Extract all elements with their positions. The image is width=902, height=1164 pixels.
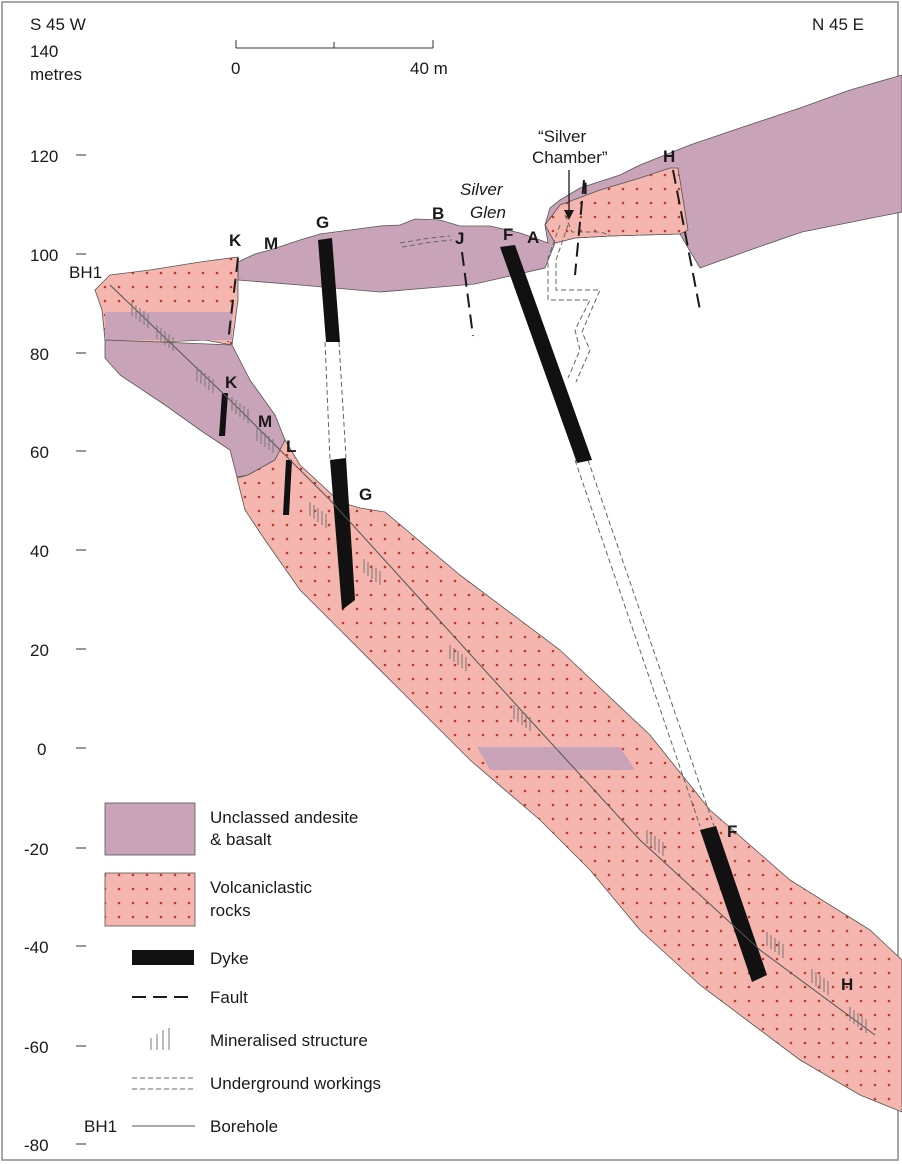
axis-tick-80: 80 [30,345,49,364]
legend-andesite-line2: & basalt [210,830,272,849]
legend: Unclassed andesite & basalt Volcaniclast… [84,802,381,1136]
dyke-f-lower [700,826,767,982]
borehole-bh1 [109,284,876,1036]
dyke-f-upper [500,245,592,463]
label-k-mid: K [225,373,238,392]
label-l: L [286,437,296,456]
dyke-gap-dashes [324,341,715,827]
silver-chamber-arrowhead [564,210,574,220]
label-i: I [583,179,588,198]
andesite-band-lower [477,747,635,770]
axis-tick-20: 20 [30,641,49,660]
legend-volcaniclastic-line1: Volcaniclastic [210,878,313,897]
axis-tick-60: 60 [30,443,49,462]
dyke-k-mid [219,393,228,436]
scale-bar [235,40,434,49]
axis-tick-0: 0 [37,740,46,759]
axis-tick-minus40: -40 [24,938,49,957]
legend-andesite-line1: Unclassed andesite [210,808,358,827]
legend-swatch-volcaniclastic [104,872,196,927]
axis-unit-label: metres [30,65,82,84]
label-k-top: K [229,231,242,250]
label-h-top: H [663,147,675,166]
legend-swatch-workings [132,1077,195,1090]
borehole-collar-label: BH1 [69,263,102,282]
axis-unit-top-value: 140 [30,42,58,61]
legend-volcaniclastic-line2: rocks [210,901,251,920]
dyke-g-lower [330,458,355,610]
legend-swatch-andesite [104,802,196,856]
mineralised-structure-marks [131,302,867,1033]
dyke-g-upper [318,238,340,342]
legend-swatch-dyke [132,950,194,965]
scale-bar-end: 40 m [410,59,448,78]
label-a: A [527,228,539,247]
legend-borehole-prefix: BH1 [84,1117,117,1136]
orientation-right: N 45 E [812,15,864,34]
orientation-left: S 45 W [30,15,86,34]
legend-swatch-mineralised [150,1028,170,1050]
legend-mineralised: Mineralised structure [210,1031,368,1050]
andesite-surface-layer [237,74,902,293]
legend-borehole: Borehole [210,1117,278,1136]
andesite-band-upper [105,312,232,340]
underground-workings [399,214,611,383]
label-m-top: M [264,234,278,253]
axis-tick-minus80: -80 [24,1136,49,1155]
silver-chamber-label-1: “Silver [538,127,587,146]
legend-dyke: Dyke [210,949,249,968]
scale-bar-start: 0 [231,59,240,78]
label-g-mid: G [359,485,372,504]
legend-fault: Fault [210,988,248,1007]
axis-tick-minus20: -20 [24,840,49,859]
legend-workings: Underground workings [210,1074,381,1093]
axis-tick-120: 120 [30,147,58,166]
faults [227,169,701,343]
axis-tick-40: 40 [30,542,49,561]
axis-tick-minus60: -60 [24,1038,49,1057]
silver-glen-label-2: Glen [470,203,506,222]
label-j: J [455,229,464,248]
dykes [219,238,767,982]
label-f-bottom: F [727,822,737,841]
label-h-bottom: H [841,975,853,994]
label-m-mid: M [258,412,272,431]
label-g-top: G [316,213,329,232]
dyke-l [283,460,292,515]
silver-chamber-label-2: Chamber” [532,148,608,167]
label-b: B [432,204,444,223]
andesite-lens-left [104,339,286,478]
label-f-top: F [503,225,513,244]
silver-glen-label-1: Silver [460,180,504,199]
axis-tick-100: 100 [30,246,58,265]
y-axis: S 45 W N 45 E 140 metres 120 100 80 60 4… [24,15,864,1155]
